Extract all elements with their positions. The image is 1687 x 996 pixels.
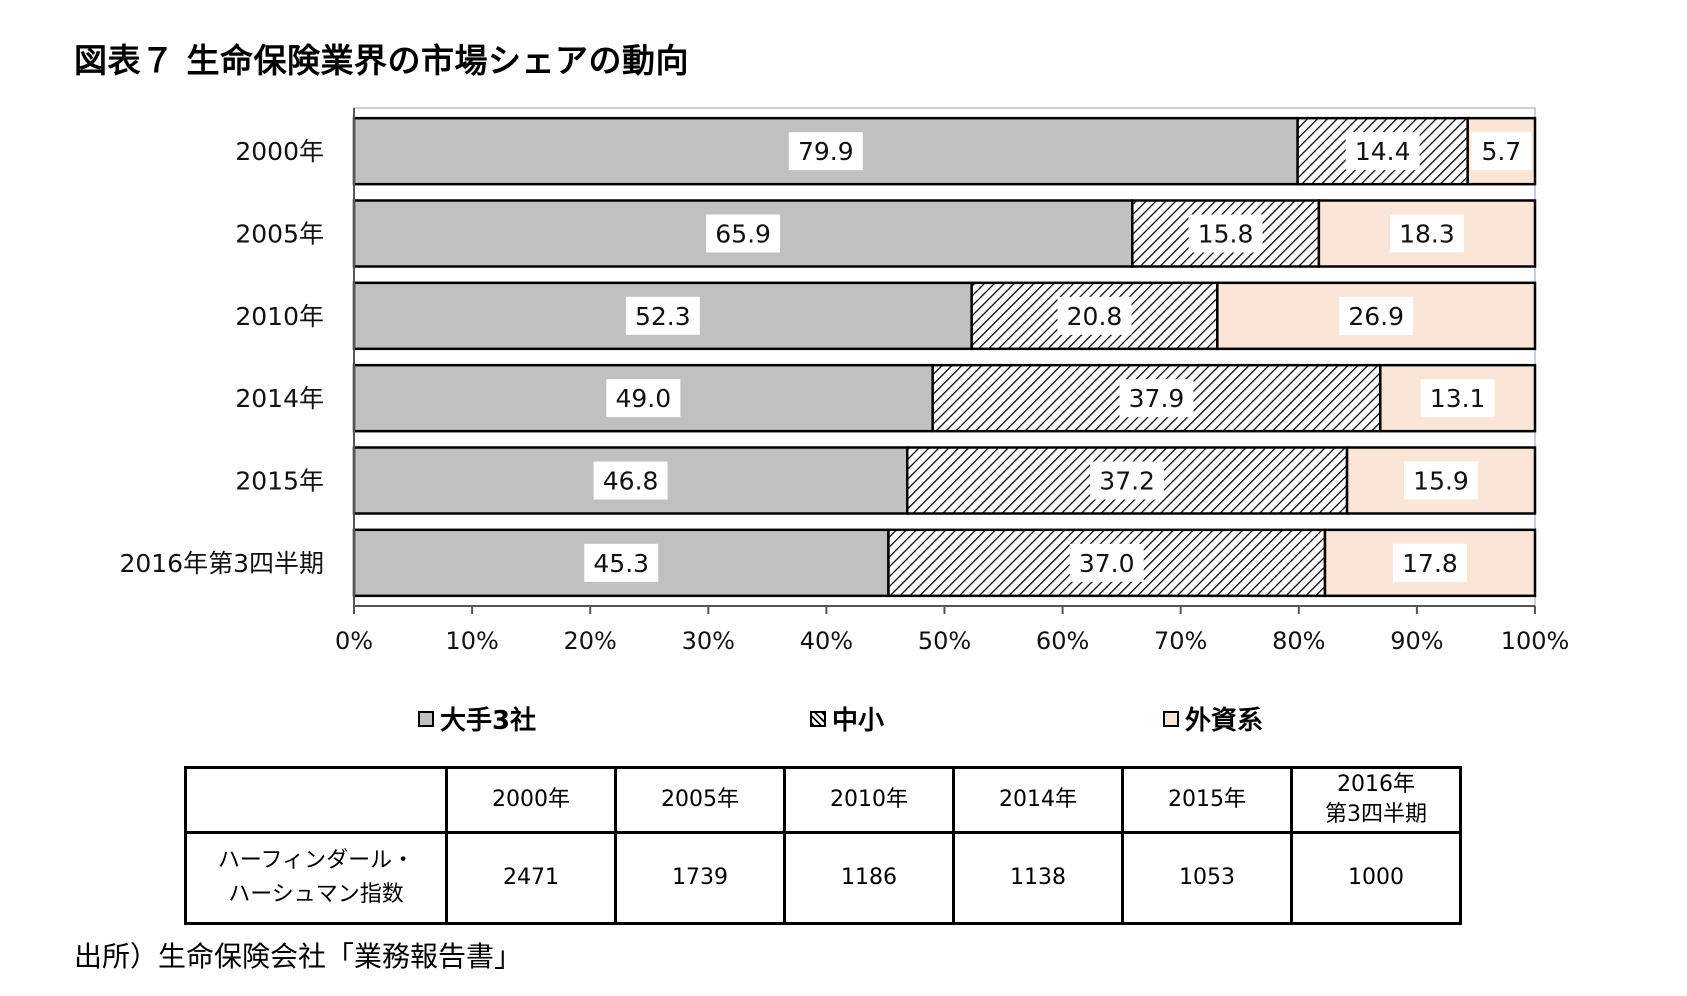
row-label-line: ハーシュマン指数 [228,882,404,907]
data-label: 5.7 [1481,137,1521,166]
legend-item-small: 中小 [810,700,884,737]
category-label: 2005年 [235,220,324,249]
data-label-bg [584,543,659,582]
table-header-line: 2016年 [1337,772,1415,797]
hhi-table: 2000年 2005年 2010年 2014年 2015年 2016年 第3四半… [184,766,1462,925]
x-tick-label: 90% [1390,627,1443,655]
data-label-bg [1090,461,1165,500]
legend-item-foreign: 外資系 [1163,700,1263,737]
data-label-bg [1339,296,1414,335]
data-label-bg [1188,214,1263,253]
data-label-bg [1119,379,1194,418]
data-label: 49.0 [616,384,672,413]
data-label-bg [606,379,681,418]
bars-layer [352,116,1537,598]
data-label: 26.9 [1348,302,1404,331]
chart-title: 図表７ 生命保険業界の市場シェアの動向 [74,41,689,80]
data-label: 15.8 [1198,220,1254,249]
data-label-bg [706,214,781,253]
table-header-row: 2000年 2005年 2010年 2014年 2015年 2016年 第3四半… [184,766,1462,834]
table-cell: 1739 [614,831,786,925]
category-label: 2014年 [235,384,324,413]
data-label-bg [1345,132,1420,171]
x-tick-label: 0% [335,627,373,655]
x-tick-label: 10% [445,627,498,655]
data-label: 65.9 [715,220,771,249]
data-label-bg [1389,214,1464,253]
data-label-bg [625,296,700,335]
data-label: 46.8 [603,467,659,496]
data-label-bg [1404,461,1479,500]
legend-swatch-foreign [1163,710,1179,727]
data-label: 20.8 [1067,302,1123,331]
category-label: 2015年 [235,467,324,496]
category-label: 2000年 [235,137,324,166]
legend-item-large3: 大手3社 [418,700,536,737]
x-tick-label: 70% [1154,627,1207,655]
data-label-bg [1392,543,1467,582]
table-header-cell: 2010年 [783,766,955,834]
data-label: 45.3 [593,549,649,578]
data-label-bg [1420,379,1495,418]
legend-label-large3: 大手3社 [440,706,537,736]
data-label-bg [593,461,668,500]
table-header-cell: 2005年 [614,766,786,834]
table-header-cell: 2015年 [1121,766,1293,834]
data-label: 13.1 [1430,384,1486,413]
table-row-label: ハーフィンダール・ ハーシュマン指数 [184,831,448,925]
table-corner-cell [184,766,448,834]
bar-segment-large3 [352,446,909,515]
data-label: 37.2 [1099,467,1155,496]
data-label: 52.3 [635,302,691,331]
x-tick-label: 60% [1036,627,1089,655]
x-tick-label: 20% [564,627,617,655]
data-label-bg [1069,543,1144,582]
data-label: 79.9 [798,137,854,166]
table-header-line: 第3四半期 [1325,802,1427,827]
x-tick-label: 100% [1501,627,1570,655]
category-label: 2016年第3四半期 [119,549,324,578]
table-header-cell: 2000年 [445,766,617,834]
data-label: 37.0 [1079,549,1135,578]
x-tick-label: 50% [918,627,971,655]
legend-swatch-large3 [418,710,434,727]
data-label: 14.4 [1355,137,1411,166]
table-header-cell: 2016年 第3四半期 [1290,766,1462,834]
row-label-line: ハーフィンダール・ [217,848,415,873]
legend: 大手3社 中小 外資系 [0,700,1687,736]
legend-label-small: 中小 [832,706,885,736]
table-cell: 1186 [783,831,955,925]
data-label: 37.9 [1129,384,1185,413]
data-label-bg [788,132,863,171]
data-label: 15.9 [1413,467,1469,496]
source-note: 出所）生命保険会社「業務報告書」 [74,940,523,973]
data-label: 17.8 [1402,549,1458,578]
table-cell: 2471 [445,831,617,925]
table-cell: 1000 [1290,831,1462,925]
x-tick-label: 40% [800,627,853,655]
table-cell: 1053 [1121,831,1293,925]
x-tick-label: 30% [682,627,735,655]
x-axis: 0% 10% 20% 30% 40% 50% 60% 70% 80% 90% 100% [335,108,1569,655]
legend-label-foreign: 外資系 [1185,706,1264,736]
data-label: 18.3 [1399,220,1455,249]
table-header-cell: 2014年 [952,766,1124,834]
legend-swatch-small [810,710,826,727]
x-tick-label: 80% [1272,627,1325,655]
data-label-bg [1057,296,1132,335]
category-label: 2010年 [235,302,324,331]
labels-layer: 79.9 14.4 5.7 2000年 65.9 15.8 18.3 2005年 52.3 20.… [119,132,1532,582]
table-cell: 1138 [952,831,1124,925]
table-row: ハーフィンダール・ ハーシュマン指数 2471 1739 1186 1138 1… [184,831,1462,925]
data-label-bg [1471,132,1532,171]
